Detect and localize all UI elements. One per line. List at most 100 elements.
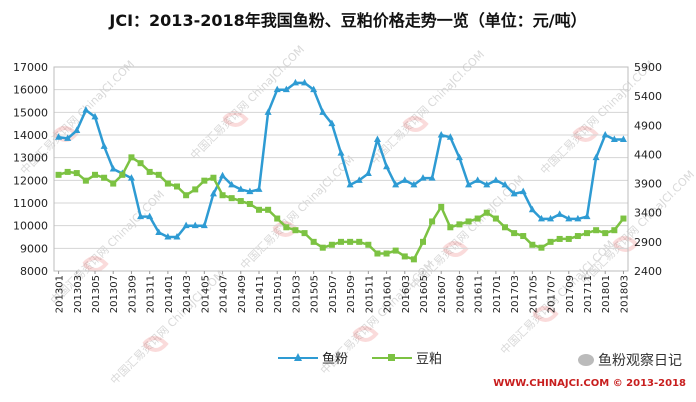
x-tick-label: 201303 xyxy=(73,275,84,313)
fishmeal-data-point xyxy=(164,233,172,240)
fishmeal-data-point xyxy=(127,174,135,181)
soymeal-data-point xyxy=(584,230,590,237)
copyright-watermark: WWW.CHINAJCI.COM © 2013-2018 xyxy=(493,378,686,389)
x-tick-label: 201803 xyxy=(619,275,630,313)
soymeal-data-point xyxy=(365,241,372,248)
soymeal-data-point xyxy=(447,224,454,231)
left-y-tick-label: 10000 xyxy=(13,220,48,233)
soymeal-data-point xyxy=(192,186,199,193)
x-tick-label: 201703 xyxy=(510,275,521,313)
fishmeal-data-point xyxy=(419,174,427,181)
fishmeal-data-point xyxy=(191,221,199,229)
soymeal-data-point xyxy=(256,206,262,213)
soymeal-data-point xyxy=(383,250,390,257)
chat-bubble-icon xyxy=(578,354,594,366)
soymeal-data-point xyxy=(319,244,326,251)
fishmeal-data-point xyxy=(228,180,236,188)
fishmeal-data-point xyxy=(364,169,372,177)
x-tick-label: 201607 xyxy=(437,275,448,313)
legend: 鱼粉 豆粕 xyxy=(278,351,442,367)
soymeal-data-point xyxy=(593,227,600,234)
fishmeal-data-point xyxy=(537,214,545,222)
fishmeal-data-point xyxy=(428,174,436,181)
left-y-tick-label: 14000 xyxy=(13,129,48,142)
fishmeal-data-point xyxy=(155,228,163,235)
soymeal-data-point xyxy=(64,168,71,175)
fishmeal-data-point xyxy=(510,189,518,197)
soymeal-data-point xyxy=(602,230,609,237)
x-tick-label: 201601 xyxy=(383,275,394,313)
x-tick-label: 201401 xyxy=(164,275,175,313)
x-tick-label: 201707 xyxy=(547,275,558,313)
plot-area xyxy=(53,66,629,272)
fishmeal-data-point xyxy=(528,205,536,213)
soymeal-data-point xyxy=(101,174,108,181)
soymeal-data-point xyxy=(128,154,135,161)
soymeal-data-point xyxy=(155,171,162,178)
fishmeal-data-point xyxy=(109,165,117,172)
fishmeal-data-point xyxy=(91,112,99,120)
soymeal-data-point xyxy=(228,195,235,202)
x-tick-label: 201409 xyxy=(237,275,248,313)
x-tick-label: 201801 xyxy=(601,275,612,313)
right-y-tick-label: 3900 xyxy=(634,178,662,191)
soymeal-data-point xyxy=(429,218,436,225)
x-tick-label: 201709 xyxy=(565,275,576,313)
fishmeal-data-point xyxy=(328,119,336,127)
fishmeal-data-point xyxy=(310,85,318,93)
soymeal-data-point xyxy=(392,247,399,254)
fishmeal-data-point xyxy=(237,185,245,192)
x-tick-label: 201307 xyxy=(109,275,120,313)
x-tick-label: 201309 xyxy=(127,275,138,313)
soymeal-data-point xyxy=(146,168,153,175)
x-tick-label: 201511 xyxy=(364,275,375,313)
soymeal-data-point xyxy=(547,238,554,245)
legend-item-soymeal: 豆粕 xyxy=(372,352,442,367)
left-y-tick-label: 11000 xyxy=(13,197,48,210)
fishmeal-data-point xyxy=(209,189,217,197)
fishmeal-data-point xyxy=(519,187,527,195)
fishmeal-data-point xyxy=(465,180,473,188)
left-y-tick-label: 9000 xyxy=(20,242,48,255)
watermark-logo-mark xyxy=(442,241,469,257)
fishmeal-data-point xyxy=(383,162,391,170)
fishmeal-data-point xyxy=(501,180,509,188)
right-y-tick-label: 5900 xyxy=(634,61,662,74)
fishmeal-data-point xyxy=(619,135,627,143)
fishmeal-data-point xyxy=(410,180,418,188)
soymeal-data-point xyxy=(237,198,244,205)
right-y-tick-label: 4900 xyxy=(634,119,662,132)
fishmeal-data-point xyxy=(200,221,208,229)
soymeal-data-point xyxy=(438,203,445,210)
soymeal-data-point xyxy=(574,233,581,240)
fishmeal-data-point xyxy=(137,212,145,220)
fishmeal-data-point xyxy=(574,214,582,222)
fishmeal-data-point xyxy=(146,212,154,220)
soymeal-data-point xyxy=(474,215,481,222)
left-y-tick-label: 12000 xyxy=(13,174,48,187)
soymeal-data-point xyxy=(265,206,272,213)
soymeal-data-point xyxy=(73,170,80,177)
soymeal-data-point xyxy=(164,180,171,187)
soymeal-data-point xyxy=(137,160,144,167)
brand-watermark-text: 鱼粉观察日记 xyxy=(598,353,682,369)
fishmeal-data-point xyxy=(392,180,400,188)
fishmeal-data-point xyxy=(264,108,272,115)
chart-title: JCI：2013-2018年我国鱼粉、豆粕价格走势一览（单位：元/吨） xyxy=(108,11,586,30)
legend-label-fishmeal: 鱼粉 xyxy=(322,351,348,367)
fishmeal-data-point xyxy=(373,135,381,143)
x-tick-label: 201701 xyxy=(492,275,503,313)
x-tick-label: 201411 xyxy=(255,275,266,313)
right-y-tick-label: 2400 xyxy=(634,265,662,278)
soymeal-data-point xyxy=(174,183,180,190)
soymeal-data-point xyxy=(520,233,527,240)
soymeal-data-point xyxy=(210,174,217,181)
soymeal-data-point xyxy=(620,215,627,222)
watermark-logo-mark xyxy=(402,116,429,132)
soymeal-data-point xyxy=(556,235,563,242)
fishmeal-data-point xyxy=(291,78,299,86)
left-y-tick-label: 17000 xyxy=(13,61,48,74)
fishmeal-data-point xyxy=(273,85,281,93)
fishmeal-data-point xyxy=(64,134,72,141)
soymeal-data-point xyxy=(219,192,226,199)
